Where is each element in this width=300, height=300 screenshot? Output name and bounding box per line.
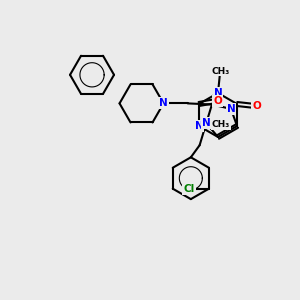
- Text: N: N: [214, 88, 222, 98]
- Text: O: O: [253, 101, 261, 111]
- Text: Cl: Cl: [184, 184, 195, 194]
- Text: CH₃: CH₃: [212, 120, 230, 129]
- Text: CH₃: CH₃: [211, 67, 229, 76]
- Text: N: N: [159, 98, 168, 108]
- Text: N: N: [195, 121, 203, 131]
- Text: O: O: [213, 96, 222, 106]
- Text: N: N: [202, 118, 211, 128]
- Text: N: N: [226, 104, 236, 114]
